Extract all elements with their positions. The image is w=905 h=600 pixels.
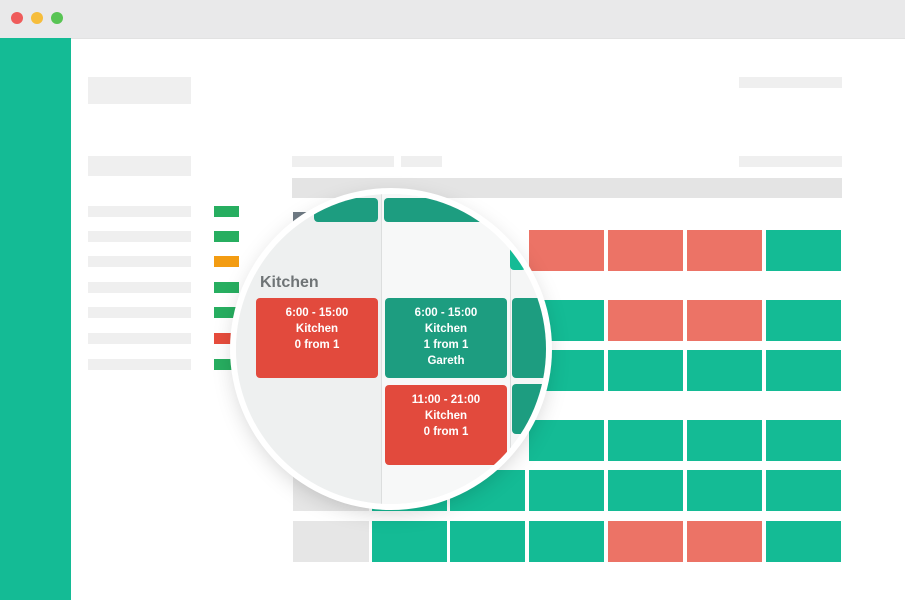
schedule-subheading-placeholder bbox=[401, 156, 442, 167]
list-item-placeholder[interactable] bbox=[88, 256, 191, 267]
shift-count: 1 from 1 bbox=[423, 339, 469, 351]
status-indicator-green bbox=[214, 359, 239, 370]
shift-cell-unfilled[interactable] bbox=[608, 300, 683, 341]
shift-cell-filled[interactable] bbox=[766, 420, 841, 461]
shift-cell-filled[interactable] bbox=[608, 420, 683, 461]
shift-role: Kitchen bbox=[424, 323, 468, 335]
list-item-placeholder[interactable] bbox=[88, 282, 191, 293]
shift-cell-unfilled[interactable] bbox=[687, 521, 762, 562]
schedule-heading-placeholder bbox=[292, 156, 394, 167]
header-action-placeholder[interactable] bbox=[739, 77, 842, 88]
schedule-action-placeholder[interactable] bbox=[739, 156, 842, 167]
shift-card-unfilled[interactable]: 11:00 - 21:00 Kitchen 0 from 1 bbox=[385, 385, 507, 465]
shift-cell-filled[interactable] bbox=[450, 521, 525, 562]
status-indicator-green bbox=[214, 206, 239, 217]
shift-card-unfilled[interactable]: 6:00 - 15:00 Kitchen 0 from 1 bbox=[256, 298, 378, 378]
status-indicator-green bbox=[214, 307, 239, 318]
list-item-placeholder[interactable] bbox=[88, 333, 191, 344]
shift-cell-unfilled[interactable] bbox=[529, 230, 604, 271]
panel-title-placeholder bbox=[88, 156, 191, 176]
shift-cell-filled[interactable] bbox=[529, 470, 604, 511]
section-label-kitchen: Kitchen bbox=[260, 274, 319, 291]
window-titlebar bbox=[0, 0, 905, 39]
shift-cell-filled[interactable] bbox=[687, 350, 762, 391]
shift-cell-filled[interactable] bbox=[766, 470, 841, 511]
list-item-placeholder[interactable] bbox=[88, 231, 191, 242]
status-indicator-red bbox=[214, 333, 239, 344]
close-window-button[interactable] bbox=[11, 12, 23, 24]
minimize-window-button[interactable] bbox=[31, 12, 43, 24]
shift-role: Kitchen bbox=[424, 410, 468, 422]
sidebar bbox=[0, 38, 71, 600]
shift-count: 0 from 1 bbox=[294, 339, 340, 351]
shift-cell-filled[interactable] bbox=[766, 300, 841, 341]
status-indicator-green bbox=[214, 231, 239, 242]
magnifier-edge-cell bbox=[510, 230, 526, 270]
shift-role: Kitchen bbox=[295, 323, 339, 335]
magnifier-edge-cell bbox=[512, 384, 546, 434]
magnifier-lens: Kitchen 6:00 - 15:00 Kitchen 0 from 1 6:… bbox=[236, 194, 546, 504]
shift-cell-unfilled[interactable] bbox=[608, 230, 683, 271]
shift-cell-filled[interactable] bbox=[766, 521, 841, 562]
shift-cell-unfilled[interactable] bbox=[687, 230, 762, 271]
schedule-row-label bbox=[293, 521, 369, 562]
shift-time: 11:00 - 21:00 bbox=[411, 394, 481, 406]
list-item-placeholder[interactable] bbox=[88, 206, 191, 217]
shift-cell-filled[interactable] bbox=[608, 470, 683, 511]
shift-time: 6:00 - 15:00 bbox=[414, 307, 478, 319]
shift-cell-unfilled[interactable] bbox=[687, 300, 762, 341]
list-item-placeholder[interactable] bbox=[88, 307, 191, 318]
shift-cell-filled[interactable] bbox=[766, 230, 841, 271]
shift-cell-unfilled[interactable] bbox=[608, 521, 683, 562]
shift-cell-filled[interactable] bbox=[372, 521, 447, 562]
status-indicator-green bbox=[214, 282, 239, 293]
status-indicator-orange bbox=[214, 256, 239, 267]
shift-cell-filled[interactable] bbox=[687, 470, 762, 511]
shift-cell-filled[interactable] bbox=[687, 420, 762, 461]
shift-assignee: Gareth bbox=[427, 355, 465, 367]
shift-cell-filled[interactable] bbox=[608, 350, 683, 391]
shift-time: 6:00 - 15:00 bbox=[285, 307, 349, 319]
maximize-window-button[interactable] bbox=[51, 12, 63, 24]
page-title-placeholder bbox=[88, 77, 191, 104]
shift-cell-filled[interactable] bbox=[529, 521, 604, 562]
magnifier-header-cell bbox=[314, 198, 378, 222]
shift-count: 0 from 1 bbox=[423, 426, 469, 438]
magnifier-header-cell bbox=[384, 198, 494, 222]
shift-cell-filled[interactable] bbox=[766, 350, 841, 391]
list-item-placeholder[interactable] bbox=[88, 359, 191, 370]
schedule-date-header bbox=[292, 178, 842, 198]
shift-card-filled[interactable]: 6:00 - 15:00 Kitchen 1 from 1 Gareth bbox=[385, 298, 507, 378]
magnifier-edge-cell bbox=[512, 298, 546, 378]
